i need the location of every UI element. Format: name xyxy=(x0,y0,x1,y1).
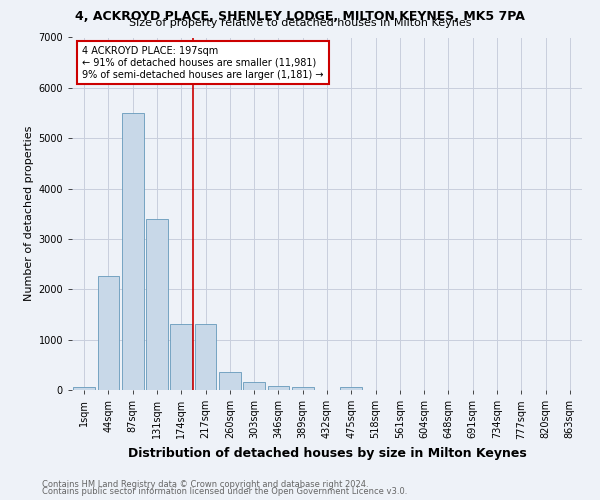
Text: Contains public sector information licensed under the Open Government Licence v3: Contains public sector information licen… xyxy=(42,487,407,496)
Bar xyxy=(219,372,241,390)
Bar xyxy=(268,386,289,390)
Bar xyxy=(146,219,168,390)
Bar xyxy=(73,387,95,390)
Bar xyxy=(97,276,119,390)
Text: Contains HM Land Registry data © Crown copyright and database right 2024.: Contains HM Land Registry data © Crown c… xyxy=(42,480,368,489)
Text: 4 ACKROYD PLACE: 197sqm
← 91% of detached houses are smaller (11,981)
9% of semi: 4 ACKROYD PLACE: 197sqm ← 91% of detache… xyxy=(82,46,324,80)
X-axis label: Distribution of detached houses by size in Milton Keynes: Distribution of detached houses by size … xyxy=(128,447,526,460)
Bar xyxy=(292,387,314,390)
Text: 4, ACKROYD PLACE, SHENLEY LODGE, MILTON KEYNES, MK5 7PA: 4, ACKROYD PLACE, SHENLEY LODGE, MILTON … xyxy=(75,10,525,23)
Bar xyxy=(194,324,217,390)
Y-axis label: Number of detached properties: Number of detached properties xyxy=(24,126,34,302)
Bar xyxy=(122,113,143,390)
Bar xyxy=(340,387,362,390)
Text: Size of property relative to detached houses in Milton Keynes: Size of property relative to detached ho… xyxy=(129,18,471,28)
Bar xyxy=(243,382,265,390)
Bar xyxy=(170,324,192,390)
